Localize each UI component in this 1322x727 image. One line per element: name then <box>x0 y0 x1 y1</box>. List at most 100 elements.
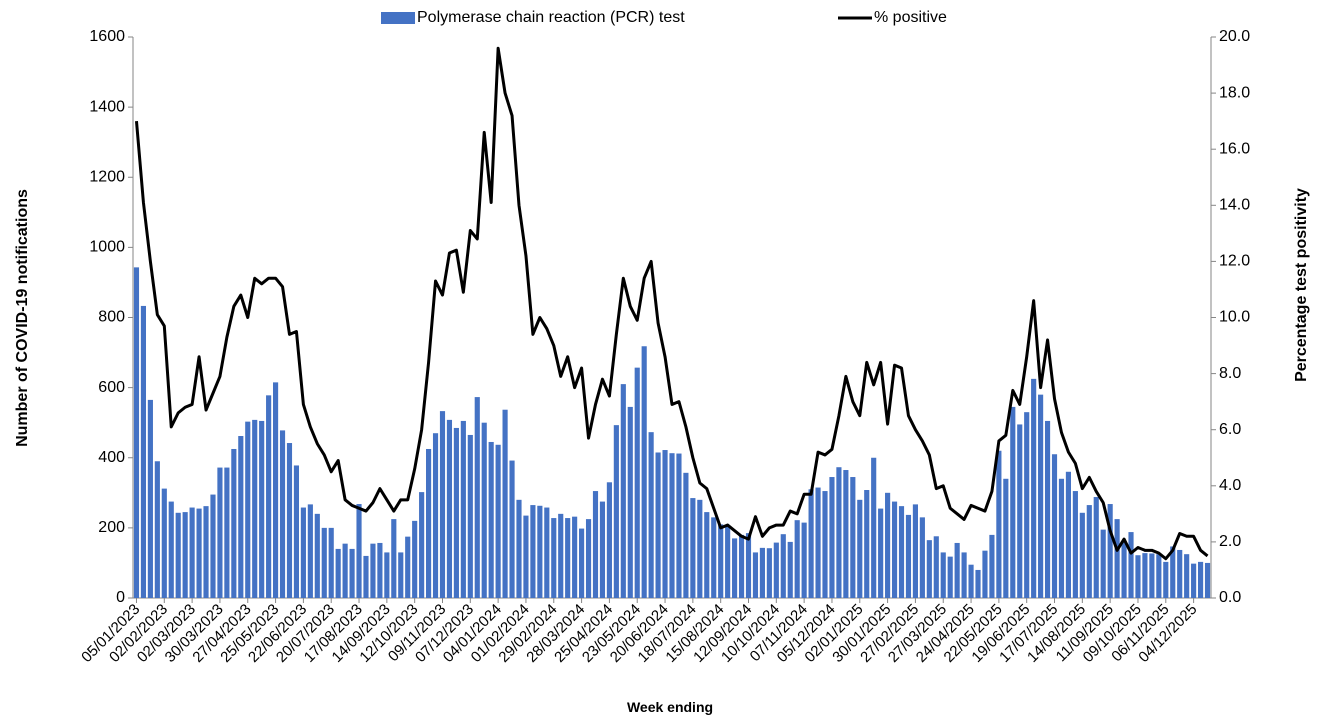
bar <box>794 520 800 598</box>
bar <box>210 494 216 598</box>
bar <box>481 422 487 598</box>
bar <box>398 552 404 598</box>
bar <box>307 504 313 598</box>
bar <box>147 399 153 598</box>
bar <box>905 514 912 598</box>
bar <box>384 552 390 598</box>
bar <box>1017 424 1023 598</box>
y2-tick-label: 14.0 <box>1219 197 1250 214</box>
bar <box>551 518 557 598</box>
bar <box>335 548 341 598</box>
bar <box>572 516 578 598</box>
y-tick-label: 400 <box>98 449 125 466</box>
bar <box>822 491 828 598</box>
bar <box>620 384 626 598</box>
bar <box>1163 561 1169 598</box>
bar <box>1093 497 1099 598</box>
bar <box>189 507 195 598</box>
bar <box>843 470 849 598</box>
bar <box>1038 394 1044 598</box>
bar <box>829 477 835 598</box>
legend-swatch <box>381 12 415 24</box>
bar <box>467 434 473 598</box>
y-tick-label: 200 <box>98 519 125 536</box>
bar <box>1191 563 1197 598</box>
bar <box>405 536 411 598</box>
bar <box>676 453 682 598</box>
bar <box>133 267 140 598</box>
bar <box>1121 541 1127 598</box>
bar <box>1010 406 1016 598</box>
y2-tick-label: 18.0 <box>1219 84 1250 101</box>
bar <box>655 452 661 598</box>
bar <box>1044 420 1051 598</box>
bar <box>627 406 633 598</box>
bar <box>419 492 425 598</box>
bar <box>1204 562 1211 598</box>
bar <box>592 491 599 598</box>
y-tick-label: 1000 <box>89 239 125 256</box>
bar <box>766 548 772 598</box>
bar <box>439 411 446 598</box>
bar <box>488 441 494 598</box>
bar <box>474 397 480 598</box>
y2-tick-label: 10.0 <box>1219 309 1250 326</box>
bar <box>502 409 508 598</box>
bar <box>669 453 675 598</box>
bar <box>537 505 543 598</box>
bar <box>314 513 320 598</box>
bar <box>370 543 376 598</box>
bar <box>328 527 334 598</box>
y2-axis-title: Percentage test positivity <box>1293 188 1310 382</box>
bar <box>1128 532 1134 598</box>
bar <box>864 490 870 598</box>
bar <box>759 547 765 598</box>
bar <box>161 488 167 598</box>
y-tick-label: 1600 <box>89 28 125 45</box>
bar <box>1170 546 1176 598</box>
y2-tick-label: 16.0 <box>1219 140 1250 157</box>
bar <box>509 460 515 598</box>
bar <box>516 499 522 598</box>
bar <box>996 450 1002 598</box>
bar <box>891 501 898 598</box>
bar <box>926 540 932 598</box>
bar <box>1184 554 1190 598</box>
bar <box>231 448 237 598</box>
bar <box>530 505 536 598</box>
bar <box>1065 471 1071 598</box>
bar <box>725 526 731 598</box>
bar <box>1197 561 1204 598</box>
bar <box>1079 512 1085 598</box>
y-tick-label: 800 <box>98 309 125 326</box>
bar <box>168 501 174 598</box>
bar <box>321 527 327 598</box>
bar <box>613 425 619 598</box>
bar <box>857 499 863 598</box>
bar <box>1051 454 1058 598</box>
bar <box>933 536 939 598</box>
bar <box>259 420 265 598</box>
bar <box>238 436 244 598</box>
bar <box>495 444 501 598</box>
bar <box>662 450 668 598</box>
bar <box>558 513 564 598</box>
bar <box>697 499 703 598</box>
bar <box>585 519 592 598</box>
bar <box>224 467 230 598</box>
bar <box>377 542 383 598</box>
x-axis-title: Week ending <box>627 699 713 715</box>
bar <box>850 477 856 598</box>
bar <box>273 382 279 598</box>
bar <box>453 427 459 598</box>
bar <box>252 419 258 598</box>
bar <box>1149 553 1155 598</box>
bar <box>544 507 550 598</box>
bar <box>947 556 953 598</box>
bar <box>745 533 752 598</box>
bar <box>300 507 306 598</box>
bar <box>752 552 759 598</box>
bar <box>579 528 585 598</box>
bar <box>732 538 738 598</box>
